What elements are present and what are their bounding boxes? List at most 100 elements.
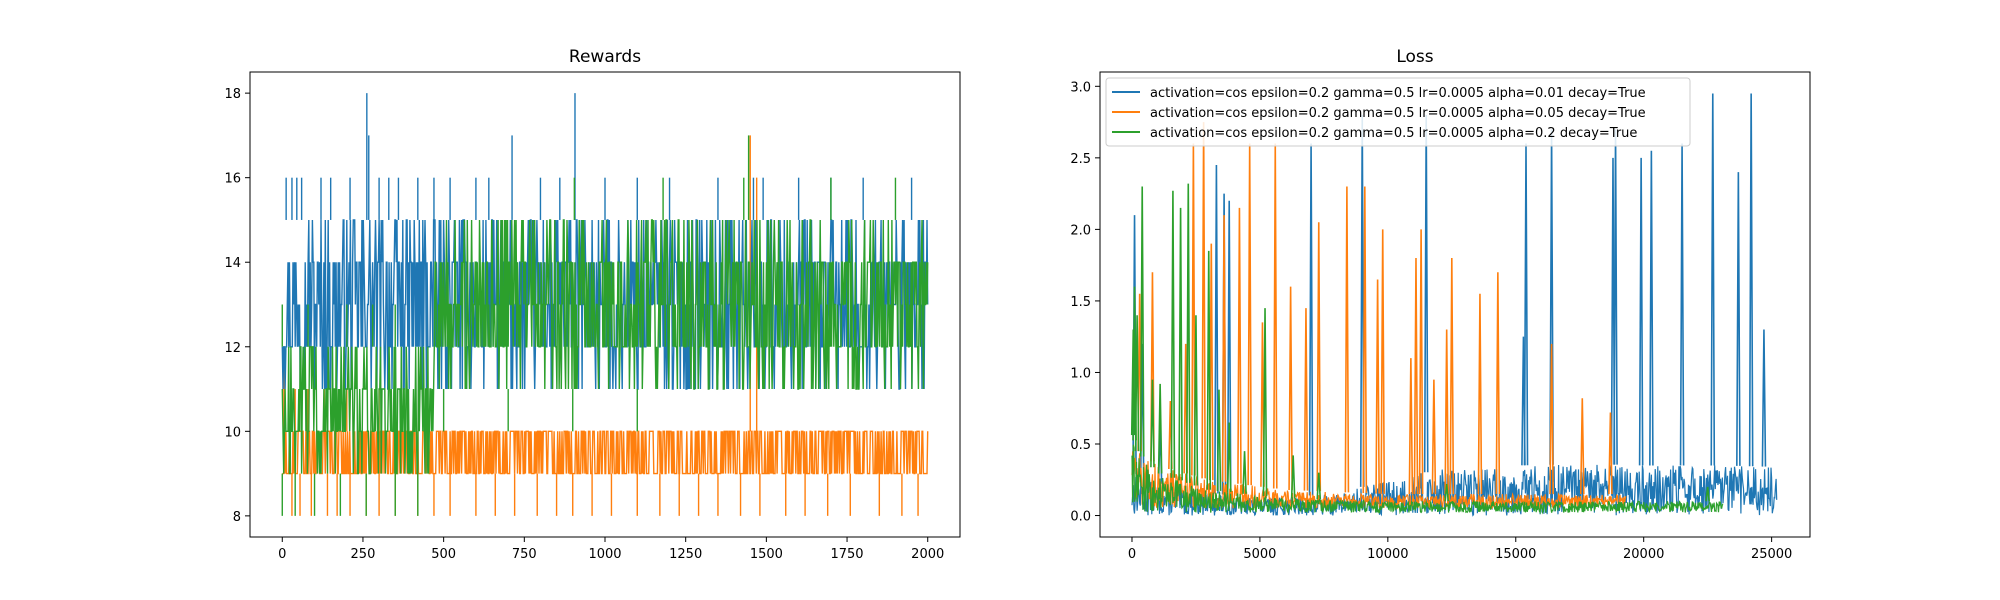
loss-spike: [1130, 329, 1136, 436]
loss-legend: activation=cos epsilon=0.2 gamma=0.5 lr=…: [1105, 77, 1691, 147]
loss-series-line: [1131, 451, 1627, 510]
loss-spike: [1308, 143, 1314, 496]
loss-spike: [1201, 122, 1206, 479]
loss-spike: [1247, 143, 1253, 486]
loss-spike: [1477, 293, 1483, 495]
x-tick-label: 20000: [1623, 547, 1664, 562]
loss-spike: [1413, 257, 1419, 495]
loss-spike: [1216, 389, 1222, 491]
loss-spike: [1214, 164, 1219, 494]
y-tick-label: 12: [224, 341, 241, 356]
legend-label: activation=cos epsilon=0.2 gamma=0.5 lr=…: [1150, 126, 1637, 141]
y-tick-label: 2.0: [1070, 223, 1091, 238]
y-tick-label: 16: [224, 172, 241, 187]
rewards-x-ticks: 0 250 500 750 1000 1250 1500 1750 2000: [278, 537, 944, 562]
reward-series-line: [282, 430, 929, 475]
loss-x-ticks: 0 5000 10000 15000 20000 25000: [1128, 537, 1792, 562]
x-tick-label: 250: [351, 547, 376, 562]
y-tick-label: 0.5: [1070, 438, 1091, 453]
x-tick-label: 1750: [830, 547, 863, 562]
loss-spike: [1178, 207, 1183, 481]
loss-spike: [1221, 215, 1227, 482]
y-tick-label: 0.0: [1070, 510, 1091, 525]
loss-spike: [1444, 483, 1450, 502]
loss-spike: [1193, 315, 1199, 486]
loss-spike: [1736, 172, 1741, 466]
loss-spike: [1226, 422, 1232, 493]
x-tick-label: 25000: [1751, 547, 1792, 562]
x-tick-label: 15000: [1495, 547, 1536, 562]
x-tick-label: 1500: [750, 547, 783, 562]
loss-series-line: [1131, 444, 1724, 515]
x-tick-label: 2000: [911, 547, 944, 562]
y-tick-label: 3.0: [1070, 80, 1091, 95]
loss-spike: [1206, 250, 1212, 490]
y-tick-label: 8: [233, 510, 241, 525]
loss-spike: [1418, 229, 1424, 495]
loss-spike: [1185, 183, 1191, 483]
loss-spike: [1608, 412, 1613, 495]
y-tick-label: 14: [224, 256, 241, 271]
loss-spike: [1316, 222, 1322, 492]
loss-spike: [1444, 329, 1450, 495]
loss-spike: [1375, 279, 1380, 494]
loss-spike: [1408, 358, 1414, 495]
x-tick-label: 5000: [1243, 547, 1276, 562]
loss-spike: [1549, 343, 1554, 495]
loss-spike: [1288, 286, 1293, 491]
y-tick-label: 1.0: [1070, 366, 1091, 381]
rewards-y-ticks: 8 10 12 14 16 18: [224, 87, 250, 525]
x-tick-label: 1250: [669, 547, 702, 562]
legend-label: activation=cos epsilon=0.2 gamma=0.5 lr=…: [1150, 86, 1646, 101]
loss-spike: [1226, 200, 1232, 495]
y-tick-label: 1.5: [1070, 295, 1091, 310]
loss-spike: [1150, 379, 1155, 468]
loss-chart: Loss 0 5000 10000 15000 20000 25000 0.0 0.5 1.0…: [1070, 47, 1811, 562]
x-tick-label: 1000: [588, 547, 621, 562]
loss-spike: [1613, 129, 1618, 465]
loss-plot-area: [1130, 93, 1778, 517]
loss-spike: [1303, 308, 1309, 491]
rewards-chart: Rewards 0 250 500 750 1000 1250 1500 1750 2000 8…: [224, 47, 961, 562]
rewards-plot-area: [281, 93, 929, 516]
loss-spike: [1262, 308, 1268, 497]
y-tick-label: 18: [224, 87, 241, 102]
loss-spike: [1523, 143, 1529, 466]
loss-spike: [1170, 190, 1176, 478]
loss-spike: [1139, 186, 1145, 457]
loss-spike: [1710, 93, 1716, 466]
y-tick-label: 10: [224, 425, 241, 440]
loss-spike: [1638, 157, 1644, 466]
loss-spike: [1242, 451, 1247, 494]
loss-spike: [1344, 186, 1350, 493]
reward-series-line: [281, 219, 929, 475]
loss-spike: [1431, 379, 1437, 495]
loss-spike: [1272, 143, 1278, 489]
loss-spike: [1679, 143, 1685, 466]
x-tick-label: 0: [1128, 547, 1136, 562]
loss-spike: [1748, 93, 1754, 467]
x-tick-label: 10000: [1367, 547, 1408, 562]
loss-spike: [1579, 398, 1585, 495]
loss-spike: [1157, 383, 1163, 474]
y-tick-label: 2.5: [1070, 152, 1091, 167]
loss-spike: [1761, 329, 1767, 467]
loss-y-ticks: 0.0 0.5 1.0 1.5 2.0 2.5 3.0: [1070, 80, 1100, 525]
loss-spike: [1380, 229, 1386, 494]
loss-axes-frame: [1099, 71, 1811, 538]
x-tick-label: 0: [278, 547, 286, 562]
loss-spike: [1705, 486, 1710, 502]
loss-spike: [1316, 472, 1322, 500]
rewards-title: Rewards: [569, 47, 641, 67]
legend-label: activation=cos epsilon=0.2 gamma=0.5 lr=…: [1150, 106, 1646, 121]
loss-spike: [1134, 315, 1140, 452]
x-tick-label: 500: [431, 547, 456, 562]
legend-frame: [1105, 77, 1691, 147]
x-tick-label: 750: [512, 547, 537, 562]
loss-spike: [1290, 455, 1296, 499]
loss-title: Loss: [1396, 47, 1433, 67]
loss-spike: [1362, 186, 1368, 494]
loss-spike: [1495, 272, 1501, 495]
loss-spike: [1449, 257, 1455, 495]
